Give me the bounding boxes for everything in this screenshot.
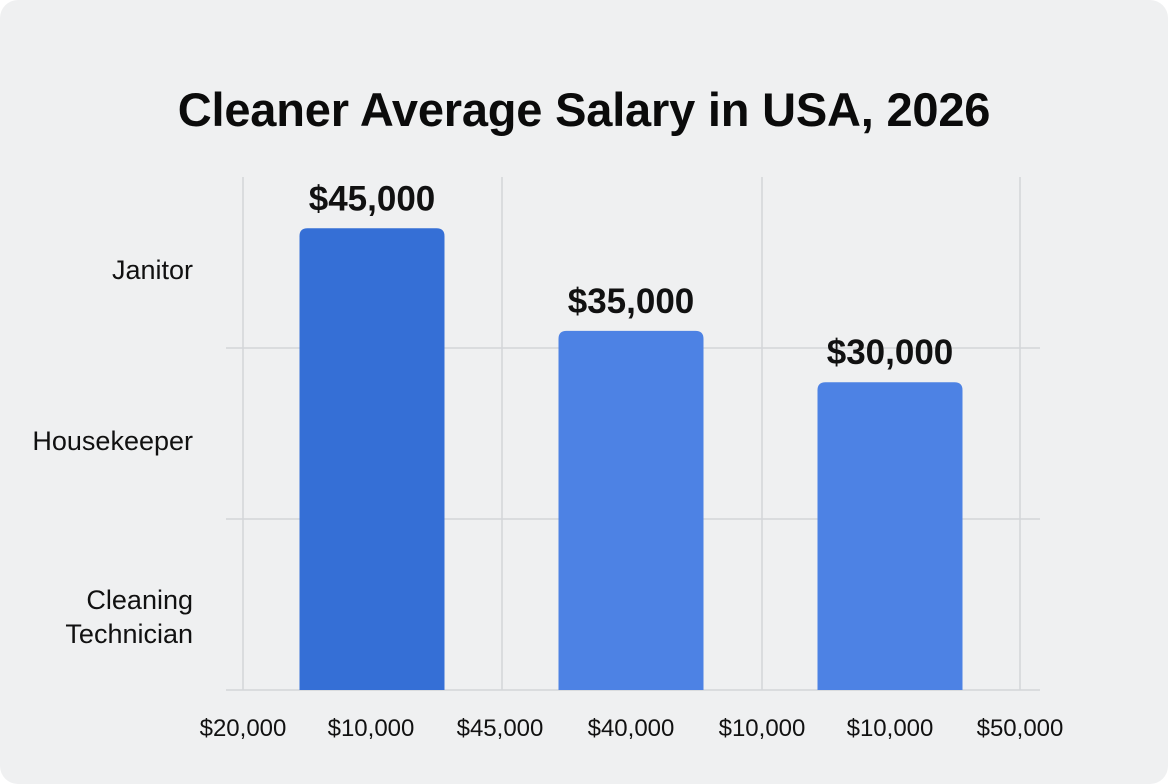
bar-housekeeper [558, 330, 704, 690]
category-label: Housekeeper [32, 426, 193, 456]
data-label: $35,000 [568, 282, 695, 321]
x-tick-label: $50,000 [977, 715, 1064, 742]
x-tick-label: $10,000 [719, 715, 806, 742]
category-label: Cleaning Technician [65, 585, 193, 649]
x-tick-label: $40,000 [588, 715, 675, 742]
bar-cleaning-technician [817, 382, 963, 690]
x-tick-label: $20,000 [200, 715, 287, 742]
x-tick-label: $45,000 [457, 715, 544, 742]
category-label: Janitor [112, 255, 193, 285]
x-tick-label: $10,000 [847, 715, 934, 742]
bar-janitor [299, 228, 445, 691]
chart-title: Cleaner Average Salary in USA, 2026 [177, 83, 991, 136]
data-label: $45,000 [309, 179, 436, 218]
x-tick-label: $10,000 [328, 715, 415, 742]
data-label: $30,000 [827, 333, 954, 372]
